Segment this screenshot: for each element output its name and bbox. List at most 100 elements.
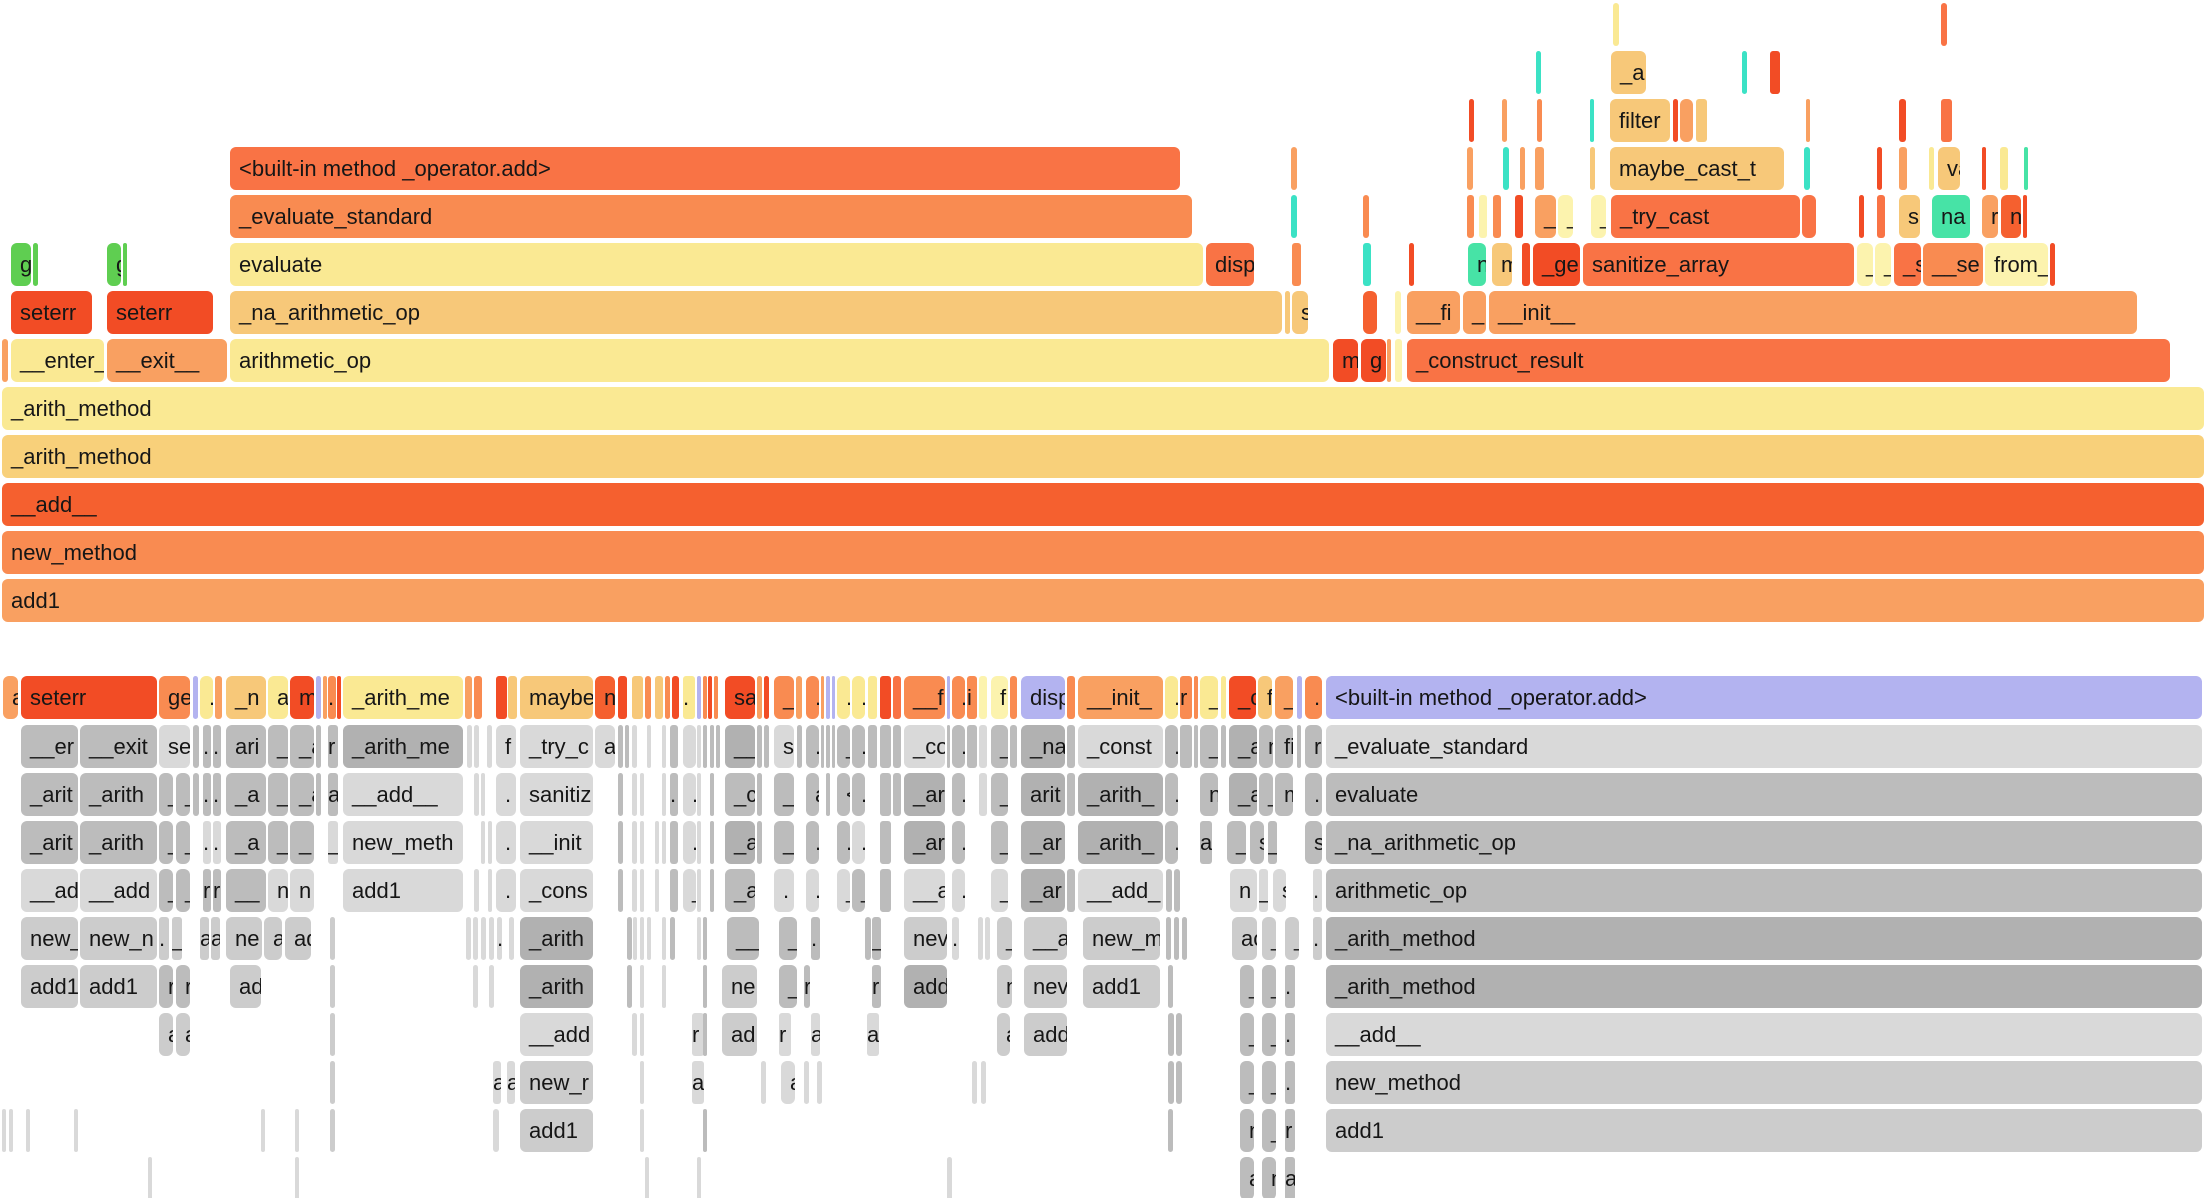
selected-row-frame[interactable]: _n (226, 676, 266, 719)
flame-frame[interactable]: s (1292, 291, 1308, 334)
sandwich-frame[interactable]: _ (1285, 917, 1299, 960)
sandwich-frame[interactable]: _ (176, 773, 190, 816)
sandwich-frame[interactable] (261, 1109, 265, 1152)
flame-frame[interactable]: _ge (1533, 243, 1580, 286)
sandwich-frame[interactable] (716, 725, 720, 768)
flame-frame[interactable]: g (11, 243, 31, 286)
flame-frame[interactable]: __enter__ (11, 339, 104, 382)
flame-frame[interactable]: _ (1591, 195, 1606, 238)
selected-row-frame[interactable]: _arith_me (343, 676, 463, 719)
sandwich-frame[interactable] (703, 917, 707, 960)
sandwich-frame[interactable]: evaluate (1326, 773, 2202, 816)
sandwich-frame[interactable] (488, 821, 492, 864)
sandwich-frame[interactable]: _ (774, 773, 794, 816)
sandwich-frame[interactable] (632, 821, 637, 864)
sandwich-frame[interactable]: _ (1262, 965, 1276, 1008)
flame-frame[interactable] (123, 243, 127, 286)
flame-frame[interactable] (1515, 195, 1523, 238)
sandwich-frame[interactable] (947, 725, 950, 768)
sandwich-frame[interactable] (697, 821, 701, 864)
sandwich-frame[interactable]: r (328, 725, 338, 768)
sandwich-frame[interactable]: . (952, 821, 965, 864)
sandwich-frame[interactable] (880, 773, 891, 816)
selected-row-frame[interactable] (1221, 676, 1226, 719)
sandwich-frame[interactable]: _ (837, 869, 850, 912)
sandwich-frame[interactable]: s (774, 725, 794, 768)
sandwich-frame[interactable]: . (1165, 773, 1178, 816)
flame-frame[interactable] (1395, 291, 1401, 334)
flame-frame[interactable]: _construct_result (1407, 339, 2170, 382)
sandwich-frame[interactable] (865, 917, 871, 960)
sandwich-frame[interactable] (764, 725, 769, 768)
sandwich-frame[interactable]: n (1259, 725, 1273, 768)
flame-frame[interactable]: <built-in method _operator.add> (230, 147, 1180, 190)
sandwich-frame[interactable] (1168, 1109, 1173, 1152)
sandwich-frame[interactable] (640, 1109, 644, 1152)
flame-frame[interactable] (1859, 195, 1864, 238)
selected-row-frame[interactable] (632, 676, 643, 719)
flame-frame[interactable] (1522, 243, 1530, 286)
sandwich-frame[interactable] (1176, 1061, 1182, 1104)
selected-row-frame[interactable]: a (268, 676, 288, 719)
sandwich-frame[interactable]: __ (1227, 821, 1246, 864)
sandwich-frame[interactable]: . (811, 917, 820, 960)
sandwich-frame[interactable]: ne (226, 917, 262, 960)
selected-row-frame[interactable] (193, 676, 198, 719)
sandwich-frame[interactable]: . (952, 773, 965, 816)
sandwich-frame[interactable]: __ad (21, 869, 78, 912)
sandwich-frame[interactable]: n (268, 869, 288, 912)
sandwich-frame[interactable]: _const (1078, 725, 1163, 768)
sandwich-frame[interactable]: _ar (1021, 869, 1065, 912)
flame-frame[interactable] (1899, 99, 1906, 142)
sandwich-frame[interactable]: _arith (520, 917, 593, 960)
selected-row-frame[interactable] (826, 676, 830, 719)
flame-frame[interactable] (1395, 339, 1402, 382)
sandwich-frame[interactable] (625, 725, 629, 768)
sandwich-frame[interactable] (632, 773, 637, 816)
selected-row-frame[interactable] (465, 676, 472, 719)
sandwich-frame[interactable] (489, 965, 494, 1008)
sandwich-frame[interactable] (972, 1061, 977, 1104)
sandwich-frame[interactable] (488, 869, 492, 912)
sandwich-frame[interactable]: _ (991, 869, 1008, 912)
sandwich-frame[interactable]: _ (1262, 1013, 1276, 1056)
sandwich-frame[interactable] (618, 773, 623, 816)
sandwich-frame[interactable]: ac (1232, 917, 1257, 960)
selected-row-frame[interactable]: i (967, 676, 977, 719)
sandwich-frame[interactable] (618, 725, 623, 768)
sandwich-frame[interactable]: a (806, 773, 819, 816)
sandwich-frame[interactable]: _a (725, 869, 755, 912)
sandwich-frame[interactable]: ari (226, 725, 266, 768)
sandwich-frame[interactable]: __add (520, 1013, 593, 1056)
sandwich-frame[interactable] (330, 1013, 335, 1056)
sandwich-frame[interactable]: a (328, 773, 338, 816)
sandwich-frame[interactable] (1174, 869, 1180, 912)
flame-frame[interactable] (1941, 3, 1947, 46)
sandwich-frame[interactable]: new_n (80, 917, 157, 960)
flame-frame[interactable]: __fi (1407, 291, 1460, 334)
sandwich-frame[interactable] (489, 917, 494, 960)
sandwich-frame[interactable]: _na (1021, 725, 1065, 768)
sandwich-frame[interactable] (710, 773, 714, 816)
flame-frame[interactable]: __init__ (1489, 291, 2137, 334)
sandwich-frame[interactable]: a (781, 1061, 795, 1104)
sandwich-frame[interactable]: . (852, 725, 865, 768)
flame-frame[interactable] (1292, 243, 1301, 286)
sandwich-frame[interactable]: _ (774, 821, 794, 864)
selected-row-frame[interactable] (496, 676, 507, 719)
sandwich-frame[interactable]: . (1285, 965, 1295, 1008)
sandwich-frame[interactable]: _arit (21, 773, 78, 816)
selected-row-frame[interactable] (337, 676, 341, 719)
sandwich-frame[interactable] (697, 773, 701, 816)
selected-row-frame[interactable]: __f (904, 676, 945, 719)
selected-row-frame[interactable]: . (806, 676, 819, 719)
sandwich-frame[interactable] (670, 869, 678, 912)
sandwich-frame[interactable]: _ (159, 773, 173, 816)
selected-row-frame[interactable] (474, 676, 482, 719)
flame-frame[interactable]: n (1468, 243, 1486, 286)
sandwich-frame[interactable] (640, 821, 644, 864)
sandwich-frame[interactable]: _ (176, 869, 190, 912)
flame-frame[interactable]: arithmetic_op (230, 339, 1329, 382)
flame-frame[interactable] (2, 339, 8, 382)
sandwich-frame[interactable] (627, 965, 632, 1008)
